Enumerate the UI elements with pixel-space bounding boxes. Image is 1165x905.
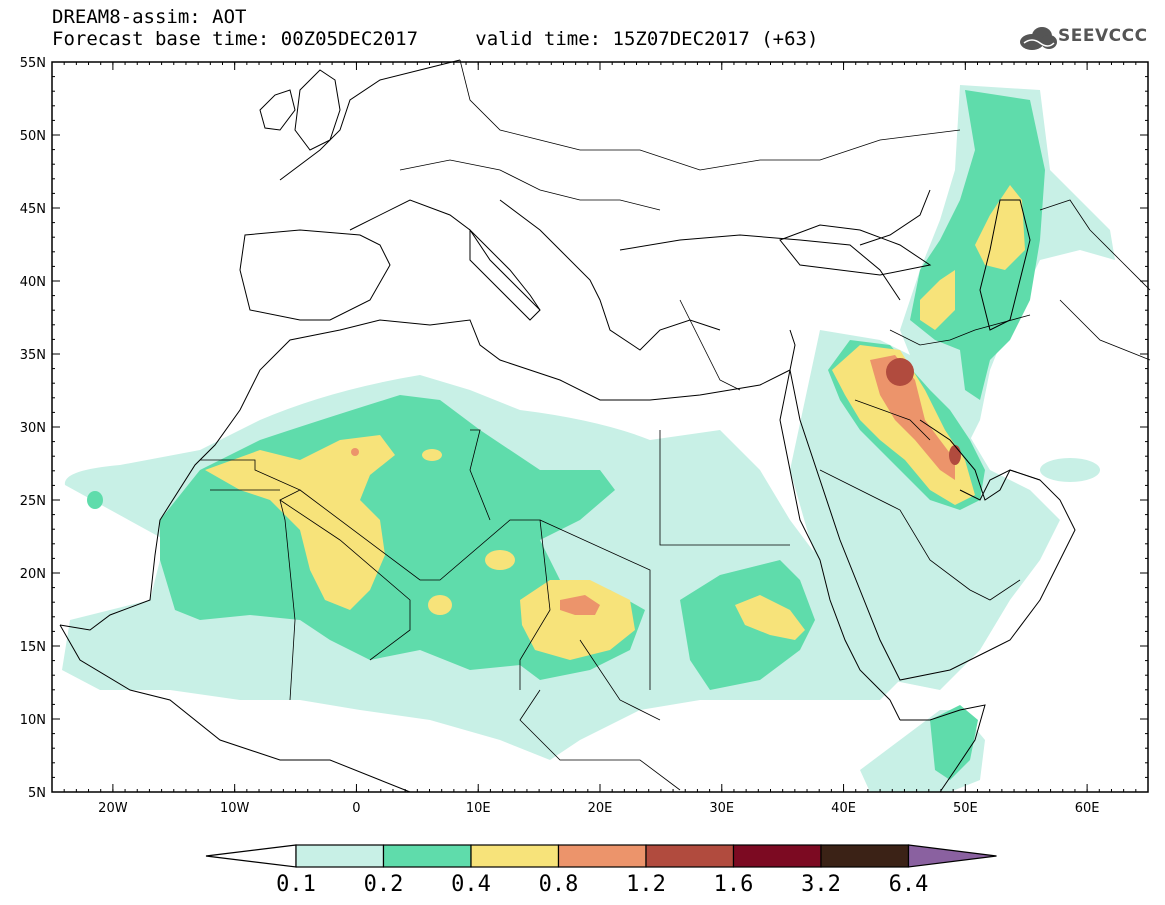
valid-time: valid time: 15Z07DEC2017 (+63) [475, 28, 819, 50]
colorbar-segment [295, 844, 385, 868]
lat-tick-label: 35N [20, 348, 46, 363]
colorbar-label: 0.1 [276, 872, 316, 897]
map-title: DREAM8-assim: AOT [52, 6, 247, 28]
lon-tick-label: 30E [709, 801, 734, 816]
colorbar-label: 0.2 [364, 872, 404, 897]
lat-tick-label: 55N [20, 56, 46, 71]
colorbar-label: 0.4 [451, 872, 491, 897]
lon-tick-label: 0 [352, 801, 360, 816]
logo-text: SEEVCCC [1058, 26, 1148, 46]
aot-shading [62, 85, 1115, 792]
colorbar-segment [470, 844, 560, 868]
lat-tick-label: 25N [20, 494, 46, 509]
map-header: DREAM8-assim: AOT Forecast base time: 00… [52, 6, 818, 50]
colorbar-over-arrow [907, 844, 997, 868]
colorbar-segment [382, 844, 472, 868]
colorbar-segment [645, 844, 735, 868]
axis-tick-labels: 55N 50N 45N 40N 35N 30N 25N 20N 15N 10N 5N 20W 10W 0 1… [20, 56, 1100, 816]
lon-tick-label: 60E [1075, 801, 1100, 816]
colorbar: 0.1 0.2 0.4 0.8 1.2 1.6 3.2 6.4 [205, 844, 997, 897]
lon-tick-label: 10W [220, 801, 250, 816]
lat-tick-label: 40N [20, 275, 46, 290]
colorbar-label: 1.2 [626, 872, 666, 897]
colorbar-label: 6.4 [889, 872, 929, 897]
lon-tick-label: 10E [466, 801, 491, 816]
colorbar-label: 3.2 [801, 872, 841, 897]
seevccc-logo [1020, 27, 1057, 50]
lat-tick-label: 20N [20, 567, 46, 582]
colorbar-segment [557, 844, 647, 868]
colorbar-segment [820, 844, 910, 868]
colorbar-segment [732, 844, 822, 868]
axis-ticks [51, 61, 1149, 793]
lat-tick-label: 50N [20, 129, 46, 144]
forecast-base-time: Forecast base time: 00Z05DEC2017 [52, 28, 419, 50]
coastlines [59, 59, 1076, 793]
lat-tick-label: 10N [20, 713, 46, 728]
lon-tick-label: 20W [98, 801, 128, 816]
colorbar-label: 1.6 [714, 872, 754, 897]
colorbar-label: 0.8 [539, 872, 579, 897]
lat-tick-label: 5N [28, 786, 46, 801]
lat-tick-label: 30N [20, 421, 46, 436]
colorbar-under-arrow [205, 844, 297, 868]
lat-tick-label: 45N [20, 202, 46, 217]
country-borders [200, 59, 1151, 791]
lon-tick-label: 20E [588, 801, 613, 816]
lon-tick-label: 50E [953, 801, 978, 816]
lon-tick-label: 40E [831, 801, 856, 816]
lat-tick-label: 15N [20, 640, 46, 655]
